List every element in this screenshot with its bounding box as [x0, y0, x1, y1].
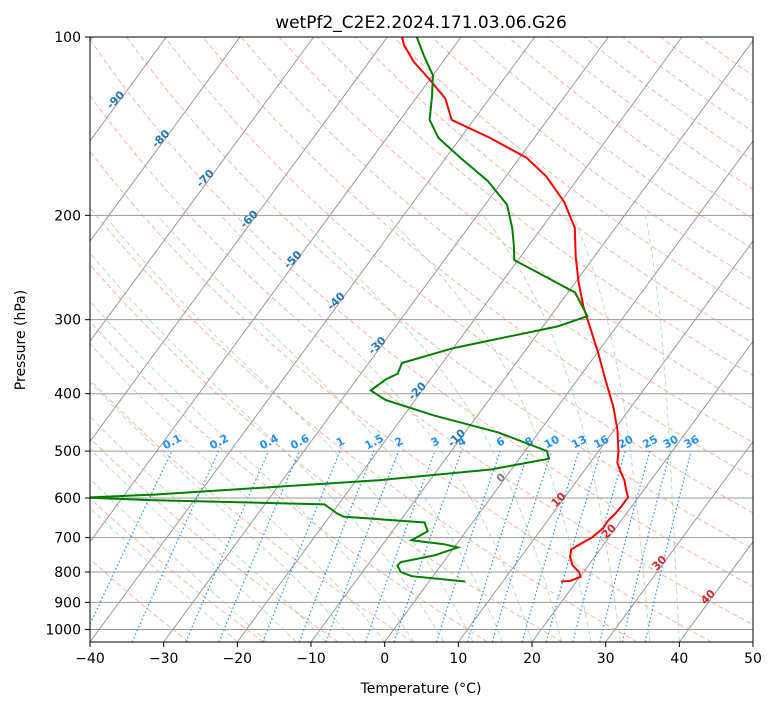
mixing-ratio-line	[325, 450, 400, 642]
isotherm-grid	[90, 37, 753, 642]
plot-area: 0.10.20.40.611.52346810131620253036-100-…	[90, 37, 753, 642]
x-tick-label: 10	[449, 651, 467, 667]
moist-adiabat-line	[157, 214, 503, 642]
y-tick-label: 400	[54, 387, 81, 403]
mixing-ratio-line	[393, 450, 463, 642]
isotherm-line	[384, 140, 753, 642]
moist-adiabat-line	[386, 214, 592, 642]
isotherm-line	[531, 340, 753, 642]
dry-adiabat-line	[126, 37, 753, 550]
mixing-ratio-line	[435, 450, 501, 642]
x-axis: −40 −30 −20 −10 0 10 20 30 40 50	[75, 642, 762, 667]
moist-adiabat-line	[90, 381, 356, 642]
dry-adiabat-line	[316, 37, 753, 377]
isotherm-line	[236, 37, 683, 642]
mixing-ratio-line	[644, 450, 692, 642]
x-tick-label: 20	[523, 651, 541, 667]
x-tick-label: 50	[744, 651, 762, 667]
dry-adiabat-line	[90, 94, 753, 626]
mixing-ratio-line	[572, 450, 626, 642]
x-tick-label: 30	[597, 651, 615, 667]
mixing-ratio-label: 16	[592, 433, 612, 452]
x-tick-label: −30	[149, 651, 179, 667]
chart-title: wetPf2_C2E2.2024.171.03.06.G26	[275, 13, 567, 33]
isotherm-line	[90, 37, 167, 142]
mixing-ratio-lines	[90, 450, 692, 642]
plot-frame	[89, 36, 754, 643]
x-tick-label: 0	[380, 651, 389, 667]
y-axis: 100 200 300 400 500 600 700 800 900 1000	[45, 30, 90, 638]
mixing-ratio-line	[218, 450, 301, 642]
mixing-ratio-label: 13	[569, 433, 589, 452]
mixing-ratio-line	[364, 450, 436, 642]
y-tick-label: 300	[54, 313, 81, 329]
isotherm-line	[163, 37, 609, 642]
mixing-ratio-label: 20	[616, 433, 636, 452]
isotherm-line	[90, 37, 388, 443]
x-tick-label: −20	[223, 651, 253, 667]
mixing-ratio-line	[466, 450, 530, 642]
mixing-ratio-label: 25	[640, 433, 660, 452]
dry-adiabat-line	[202, 37, 753, 478]
isotherm-line	[310, 39, 753, 642]
y-axis-title: Pressure (hPa)	[13, 290, 29, 390]
mixing-ratio-line	[599, 450, 651, 642]
mixing-ratio-label: 30	[661, 432, 681, 451]
y-tick-label: 800	[54, 565, 81, 581]
isotherm-line	[90, 37, 241, 242]
x-tick-label: −40	[75, 651, 105, 667]
dry-adiabat-line	[90, 378, 414, 642]
dry-adiabat-line	[90, 263, 563, 642]
moist-adiabat-line	[90, 343, 386, 642]
moist-adiabat-line	[90, 300, 415, 642]
dry-adiabat-line	[90, 150, 712, 642]
mixing-ratio-line	[298, 450, 375, 642]
y-tick-label: 1000	[45, 622, 81, 638]
y-tick-label: 200	[54, 208, 81, 224]
y-tick-label: 100	[54, 30, 81, 46]
temperature-trace	[401, 37, 630, 583]
y-tick-label: 900	[54, 595, 81, 611]
x-axis-title: Temperature (°C)	[360, 681, 482, 697]
isobar-grid	[90, 37, 753, 630]
mixing-ratio-line	[521, 450, 580, 642]
y-tick-label: 700	[54, 531, 81, 547]
mixing-ratio-label: 36	[682, 433, 702, 452]
mixing-ratio-line	[185, 450, 270, 642]
moist-adiabat-line	[572, 215, 651, 642]
isotherm-line	[90, 37, 315, 343]
y-tick-label: 600	[54, 491, 81, 507]
moist-adiabat-line	[90, 448, 297, 642]
dry-adiabat-line	[90, 558, 190, 642]
dry-adiabat-line	[90, 38, 753, 587]
moist-adiabat-line	[645, 215, 680, 642]
isotherm-line	[605, 440, 753, 642]
mixing-ratio-line	[262, 450, 341, 642]
mixing-ratio-line	[621, 450, 671, 642]
moist-adiabat-line	[296, 214, 562, 642]
moist-adiabat-line	[90, 252, 445, 642]
dry-adiabat-line	[164, 37, 753, 514]
moist-adiabats	[90, 214, 680, 642]
dry-adiabat-line	[90, 207, 638, 642]
y-tick-label: 500	[54, 444, 81, 460]
x-tick-label: 40	[670, 651, 688, 667]
mixing-ratio-line	[491, 450, 553, 642]
moist-adiabat-line	[220, 214, 533, 642]
mixing-ratio-line	[545, 450, 602, 642]
moist-adiabat-line	[90, 415, 327, 642]
dewpoint-trace	[90, 37, 589, 583]
mixing-ratio-label: 10	[542, 433, 562, 452]
isotherm-line	[90, 37, 536, 642]
moist-adiabat-line	[104, 214, 474, 642]
x-tick-label: −10	[296, 651, 326, 667]
